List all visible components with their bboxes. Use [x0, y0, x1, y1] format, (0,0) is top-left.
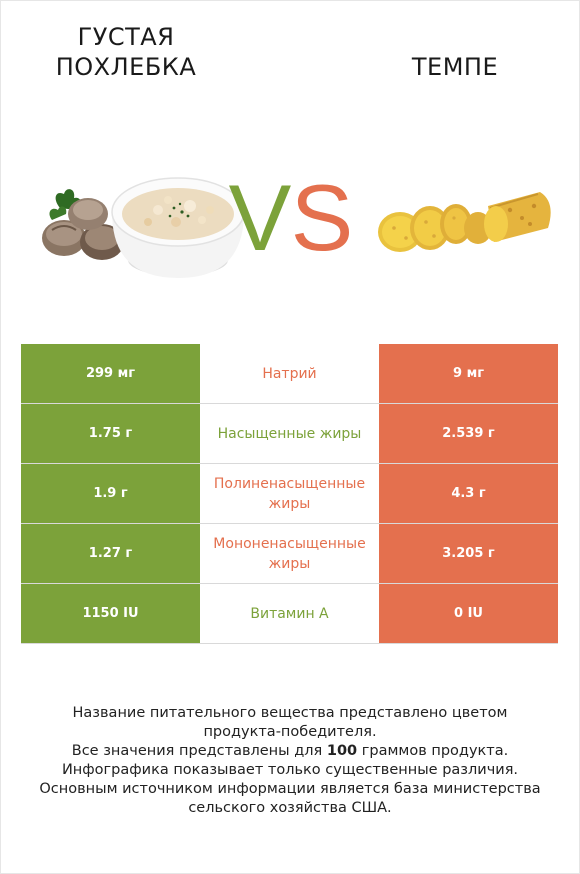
- footer-line: Название питательного вещества представл…: [72, 705, 508, 721]
- nutrient-label: Мононенасыщенные жиры: [200, 524, 379, 583]
- nutrient-label: Натрий: [200, 344, 379, 403]
- vs-label: V S: [222, 160, 354, 270]
- table-row: 1.9 г Полиненасыщенные жиры 4.3 г: [21, 464, 558, 523]
- tempeh-slices-icon: [370, 150, 565, 290]
- nutrient-label-text: Насыщенные жиры: [217, 425, 362, 442]
- row-divider: [21, 523, 558, 524]
- footer-line: Все значения представлены для 100 граммо…: [20, 742, 560, 761]
- right-value: 4.3 г: [379, 464, 558, 523]
- left-value: 1.27 г: [21, 524, 200, 583]
- left-value: 1.9 г: [21, 464, 200, 523]
- right-value: 3.205 г: [379, 524, 558, 583]
- right-value: 9 мг: [379, 344, 558, 403]
- left-value: 1.75 г: [21, 404, 200, 463]
- right-value: 0 IU: [379, 584, 558, 643]
- nutrient-label-text: Натрий: [262, 365, 317, 382]
- nutrient-label: Полиненасыщенные жиры: [200, 464, 379, 523]
- table-row: 1.27 г Мононенасыщенные жиры 3.205 г: [21, 524, 558, 583]
- nutrient-label-text: Витамин A: [250, 605, 329, 622]
- table-row: 1150 IU Витамин A 0 IU: [21, 584, 558, 643]
- row-divider: [21, 403, 558, 404]
- left-value: 1150 IU: [21, 584, 200, 643]
- footer-text: Все значения представлены для: [71, 743, 327, 759]
- vs-s-letter: S: [291, 165, 352, 260]
- row-divider: [21, 643, 558, 644]
- left-value: 299 мг: [21, 344, 200, 403]
- right-value: 2.539 г: [379, 404, 558, 463]
- footer-text: граммов продукта.: [357, 743, 509, 759]
- clam-chowder-bowl-icon: [30, 150, 245, 290]
- row-divider: [21, 583, 558, 584]
- footer-notes: Название питательного вещества представл…: [20, 704, 560, 818]
- footer-line: Инфографика показывает только существенн…: [61, 762, 519, 778]
- footer-line: продукта-победителя.: [203, 724, 377, 740]
- table-row: 299 мг Натрий 9 мг: [21, 344, 558, 403]
- nutrient-label: Насыщенные жиры: [200, 404, 379, 463]
- nutrient-label-text: Мононенасыщенные жиры: [213, 535, 366, 572]
- nutrient-label-text: Полиненасыщенные жиры: [213, 475, 366, 512]
- nutrient-label: Витамин A: [200, 584, 379, 643]
- left-food-title: ГУСТАЯ ПОХЛЕБКА: [55, 23, 197, 81]
- footer-bold-number: 100: [326, 743, 358, 759]
- table-row: 1.75 г Насыщенные жиры 2.539 г: [21, 404, 558, 463]
- vs-v-letter: V: [229, 165, 292, 260]
- right-food-title: ТЕМПЕ: [411, 53, 499, 81]
- footer-line: сельского хозяйства США.: [188, 800, 392, 816]
- row-divider: [21, 463, 558, 464]
- footer-line: Основным источником информации является …: [39, 781, 541, 797]
